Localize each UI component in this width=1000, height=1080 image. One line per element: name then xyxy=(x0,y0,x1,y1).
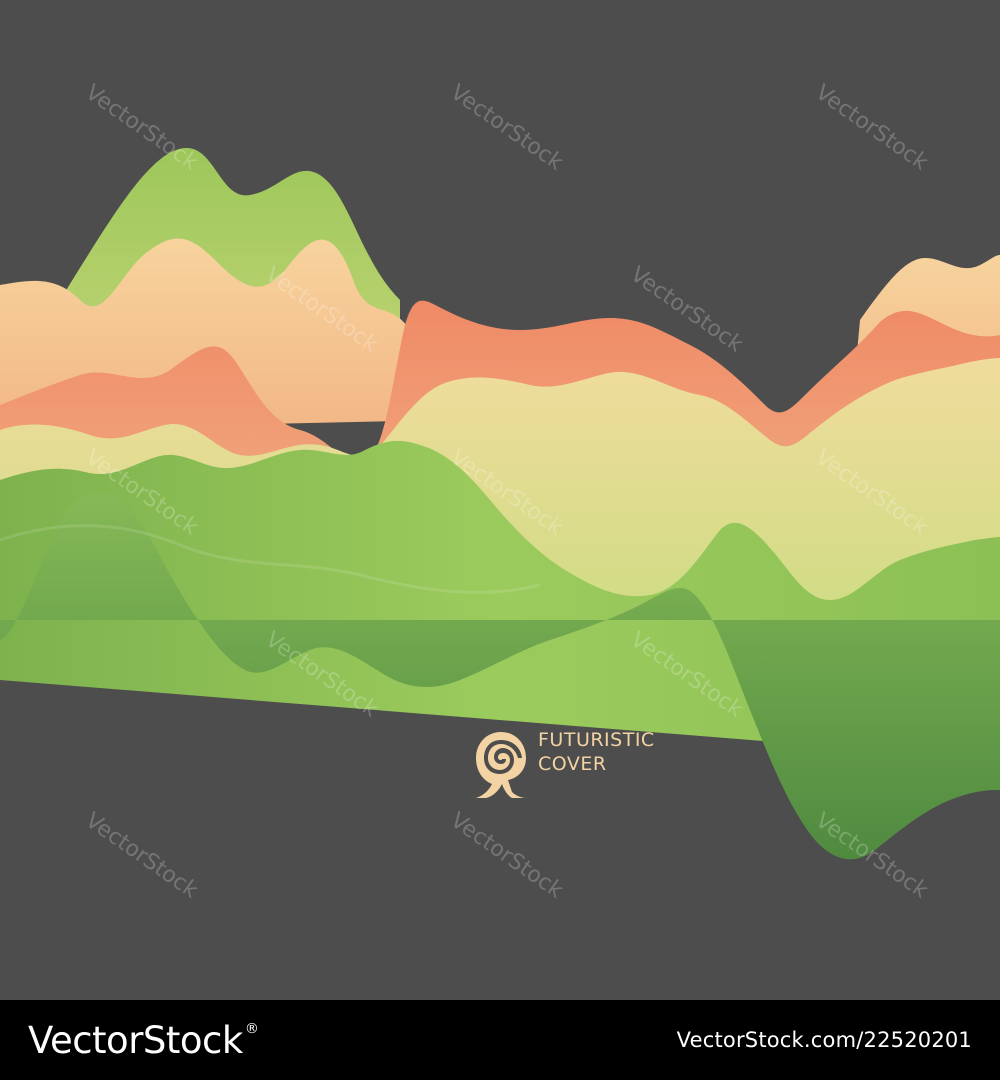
footer-brand-logo: VectorStock xyxy=(28,1018,243,1062)
logo-title-line1: FUTURISTIC xyxy=(538,729,655,751)
nautilus-shell-icon xyxy=(476,732,526,798)
logo-title-line2: COVER xyxy=(538,753,607,775)
futuristic-cover-artwork xyxy=(0,0,1000,1000)
wave-landscape-graphic xyxy=(0,0,1000,1000)
logo-lockup: FUTURISTIC COVER xyxy=(472,728,655,800)
footer-image-id: VectorStock.com/22520201 xyxy=(676,1028,972,1052)
footer-brand-group: VectorStock ® xyxy=(28,1019,259,1062)
wave-layer-dark-green xyxy=(0,491,1000,860)
registered-mark: ® xyxy=(244,1020,259,1037)
wave-highlight xyxy=(0,524,541,594)
footer-bar: VectorStock ® VectorStock.com/22520201 xyxy=(0,1000,1000,1080)
